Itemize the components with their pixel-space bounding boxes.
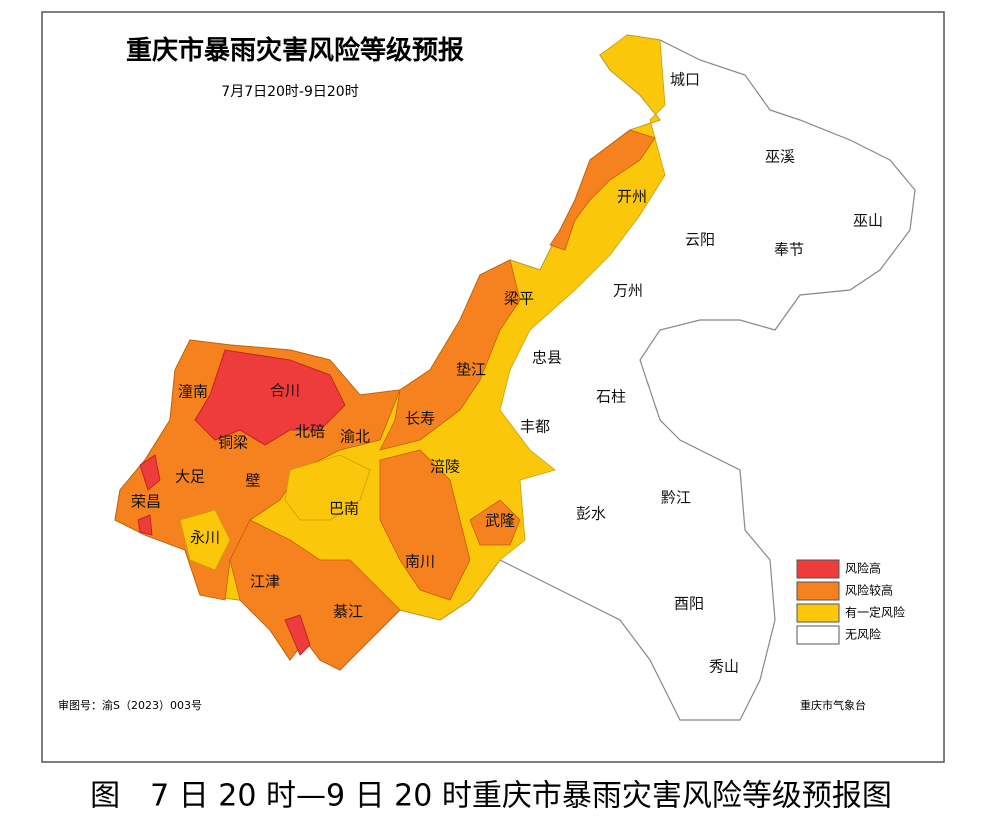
district-label: 巫山	[853, 212, 883, 230]
map-subtitle: 7月7日20时-9日20时	[221, 84, 358, 100]
district-label: 彭水	[576, 505, 606, 523]
district-label: 壁	[245, 472, 260, 490]
district-label: 北碚	[295, 423, 325, 441]
district-label: 永川	[190, 529, 220, 547]
legend-label: 风险高	[845, 561, 881, 576]
district-label: 大足	[175, 468, 205, 486]
approval-number: 审图号：渝S（2023）003号	[58, 698, 202, 712]
legend-swatch	[796, 625, 840, 645]
district-label: 长寿	[405, 410, 435, 428]
region-some-risk-inner	[179, 454, 371, 571]
district-label: 渝北	[340, 428, 370, 446]
district-label: 云阳	[685, 231, 715, 249]
agency: 重庆市气象台	[800, 698, 866, 712]
district-label: 荣昌	[131, 493, 161, 511]
figure-caption: 图 7 日 20 时—9 日 20 时重庆市暴雨灾害风险等级预报图	[90, 779, 892, 814]
district-label: 丰都	[520, 418, 550, 436]
district-label: 巫溪	[765, 148, 795, 166]
district-label: 黔江	[661, 489, 691, 507]
map-title: 重庆市暴雨灾害风险等级预报	[126, 35, 464, 66]
legend-swatch	[796, 581, 840, 601]
district-label: 城口	[670, 71, 700, 89]
district-label: 綦江	[333, 603, 363, 621]
district-label: 南川	[405, 553, 435, 571]
legend-swatch	[796, 559, 840, 579]
district-label: 奉节	[774, 241, 804, 259]
district-label: 江津	[250, 573, 280, 591]
district-label: 铜梁	[218, 434, 248, 452]
district-label: 梁平	[504, 290, 534, 308]
legend-swatch	[796, 603, 840, 623]
region-high-risk	[137, 349, 346, 656]
district-label: 忠县	[532, 349, 562, 367]
district-label: 秀山	[709, 658, 739, 676]
district-label: 潼南	[178, 383, 208, 401]
district-label: 万州	[613, 282, 643, 300]
district-label: 开州	[617, 188, 647, 206]
legend-label: 有一定风险	[845, 605, 905, 620]
district-label: 垫江	[456, 361, 486, 379]
district-label: 合川	[270, 382, 300, 400]
district-label: 武隆	[485, 512, 515, 530]
legend-label: 无风险	[845, 627, 881, 642]
district-label: 石柱	[596, 388, 626, 406]
district-label: 涪陵	[430, 458, 460, 476]
district-label: 巴南	[329, 500, 359, 518]
district-label: 酉阳	[674, 595, 704, 613]
legend-label: 风险较高	[845, 583, 893, 598]
